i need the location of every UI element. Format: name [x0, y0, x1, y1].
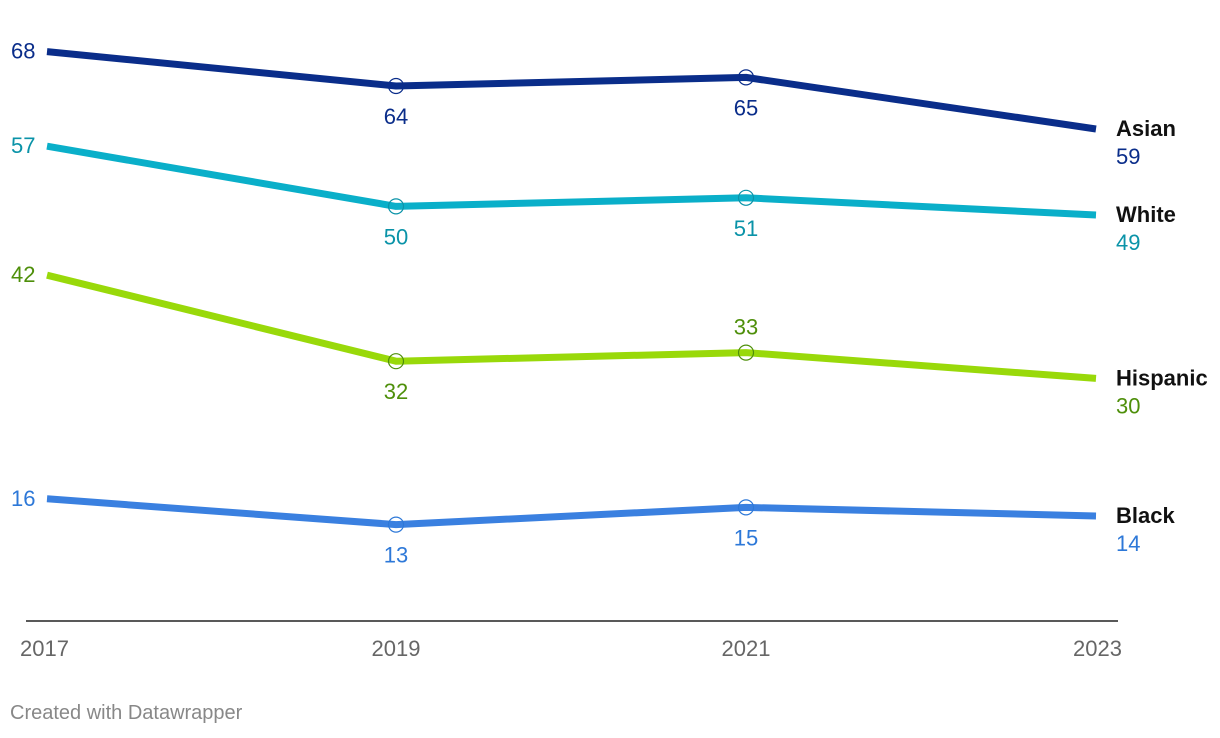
value-label-black-2021: 15	[734, 525, 758, 550]
series-line-asian	[46, 48, 1097, 133]
point-marker-white-2021	[737, 189, 755, 206]
point-marker-black-2019	[387, 516, 405, 533]
value-label-white-2023: 49	[1116, 230, 1140, 255]
series-name-black: Black	[1116, 503, 1175, 528]
point-marker-asian-2019	[387, 77, 405, 95]
x-tick-label-2023: 2023	[1073, 636, 1122, 661]
x-tick-label-2019: 2019	[372, 636, 421, 661]
value-label-white-2017: 57	[11, 133, 35, 158]
point-marker-white-2019	[387, 198, 405, 215]
value-label-hispanic-2019: 32	[384, 379, 408, 404]
value-label-asian-2019: 64	[384, 104, 408, 129]
value-label-white-2019: 50	[384, 224, 408, 249]
point-marker-asian-2021	[737, 69, 755, 86]
value-label-asian-2023: 59	[1116, 144, 1140, 169]
value-label-black-2023: 14	[1116, 531, 1140, 556]
value-label-hispanic-2023: 30	[1116, 393, 1140, 418]
series-line-white	[46, 142, 1097, 219]
point-marker-black-2021	[737, 499, 755, 516]
series-line-black	[46, 495, 1097, 529]
value-label-asian-2017: 68	[11, 39, 35, 64]
credit-text: Created with Datawrapper	[10, 702, 243, 724]
value-label-hispanic-2021: 33	[734, 315, 758, 340]
series-name-asian: Asian	[1116, 116, 1176, 141]
value-label-hispanic-2017: 42	[11, 262, 35, 287]
value-label-white-2021: 51	[734, 216, 758, 241]
point-marker-hispanic-2019	[387, 353, 405, 370]
value-label-black-2019: 13	[384, 543, 408, 568]
series-line-hispanic	[46, 271, 1097, 382]
series-name-white: White	[1116, 202, 1176, 227]
x-tick-label-2021: 2021	[722, 636, 771, 661]
x-tick-label-2017: 2017	[20, 636, 69, 661]
point-marker-hispanic-2021	[737, 344, 755, 361]
value-label-black-2017: 16	[11, 486, 35, 511]
value-label-asian-2021: 65	[734, 95, 758, 120]
series-name-hispanic: Hispanic	[1116, 365, 1208, 390]
